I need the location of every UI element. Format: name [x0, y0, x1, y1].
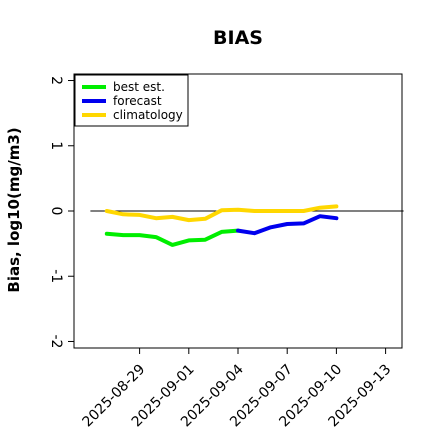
series-line-climatology — [104, 204, 339, 223]
series-line-forecast — [236, 214, 339, 236]
y-tick-label: 1 — [48, 141, 64, 150]
y-tick-label: -1 — [48, 269, 64, 283]
y-tick-label: 2 — [48, 76, 64, 85]
legend-label: forecast — [113, 94, 162, 108]
y-axis-label: Bias, log10(mg/m3) — [5, 127, 23, 292]
legend-label: best est. — [113, 80, 165, 94]
legend-label: climatology — [113, 108, 183, 122]
plot-marks: -2-10122025-08-292025-09-012025-09-04202… — [48, 76, 404, 430]
series-line-best-est — [104, 228, 240, 247]
y-tick-label: 0 — [48, 207, 64, 216]
y-tick-label: -2 — [48, 334, 64, 348]
chart-title: BIAS — [213, 27, 263, 49]
